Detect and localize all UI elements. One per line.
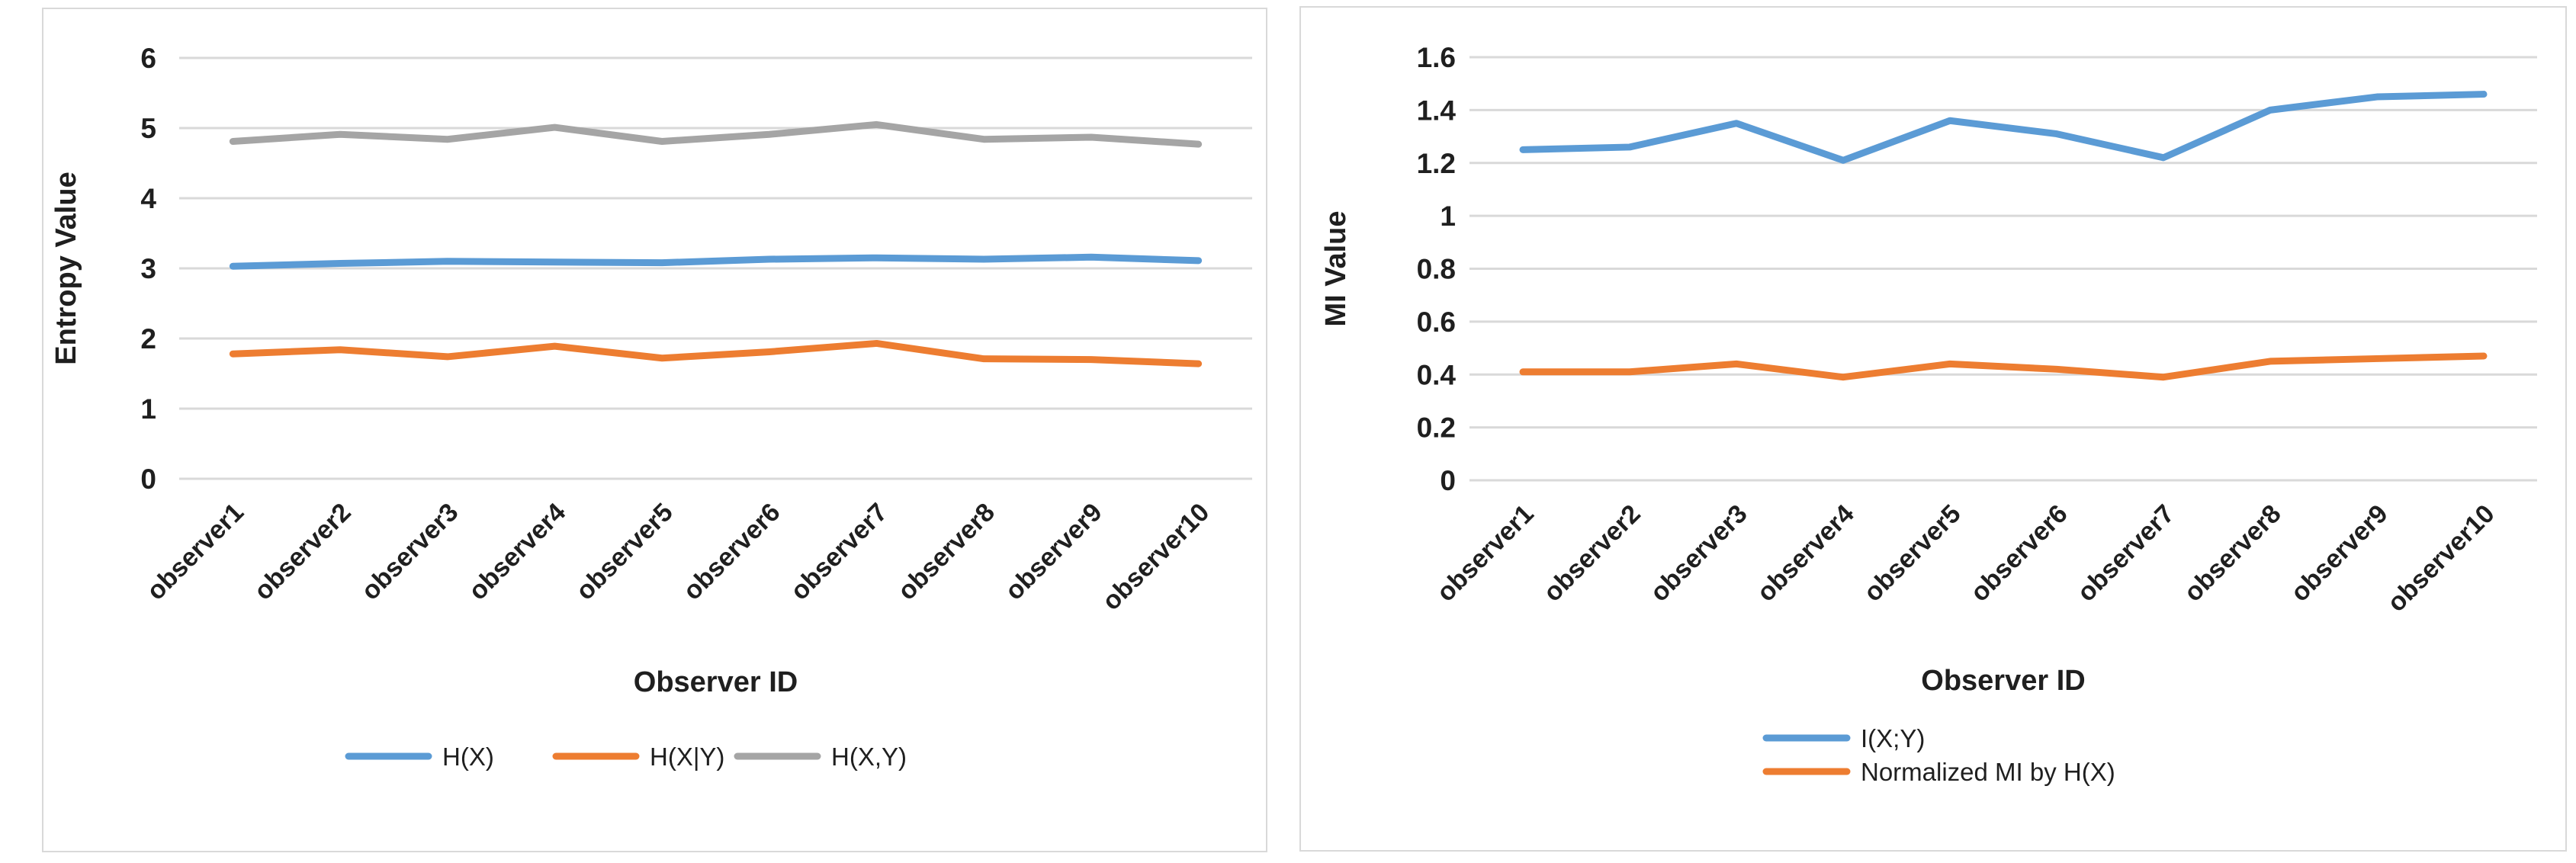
x-axis-title: Observer ID [1921,665,2085,697]
y-tick-label: 3 [140,253,156,284]
x-tick-label: observer5 [570,498,679,606]
y-tick-label: 1.6 [1417,42,1456,73]
entropy-chart-panel: 0 1 2 3 4 5 6 Entropy Value observer1 observer2 ob… [42,8,1267,852]
y-axis-title: MI Value [1320,210,1352,326]
x-tick-label: observer6 [678,498,786,606]
legend-label: I(X;Y) [1861,724,1925,752]
y-tick-label: 5 [140,113,156,144]
series-line-h-x- [229,253,1203,270]
x-tick-label: observer7 [2072,499,2180,608]
y-tick-label: 4 [140,183,156,214]
x-tick-label: observer8 [892,498,1001,606]
mi-chart-canvas: 0 0.2 0.4 0.6 0.8 1 1.2 1.4 1.6 MI Value observer1… [1320,42,2537,786]
y-tick-label: 2 [140,323,156,355]
mi-chart-panel: 0 0.2 0.4 0.6 0.8 1 1.2 1.4 1.6 MI Value observer1… [1299,6,2567,852]
x-tick-label: observer3 [1645,499,1753,608]
x-axis-title: Observer ID [634,666,798,698]
series-line-i-x-y- [1519,91,2488,164]
y-tick-label: 0.2 [1417,412,1456,444]
x-tick-label: observer1 [141,498,249,606]
y-tick-label: 1 [140,393,156,425]
legend-label: H(X|Y) [650,743,724,771]
x-tick-label: observer1 [1431,499,1540,608]
y-tick-label: 1.4 [1417,95,1457,126]
x-tick-label: observer10 [1097,498,1215,616]
y-axis-title: Entropy Value [50,172,82,364]
x-tick-label: observer7 [785,498,893,606]
x-tick-label: observer8 [2179,499,2287,608]
y-tick-label: 6 [140,43,156,74]
x-tick-label: observer2 [1538,499,1646,608]
series-line-h-x-y- [229,339,1203,367]
x-tick-label: observer4 [463,498,571,606]
x-tick-label: observer5 [1858,499,1967,608]
series-line-normalized-mi-by-h-x- [1519,352,2488,381]
y-tick-label: 1.2 [1417,148,1456,179]
x-tick-label: observer3 [356,498,464,606]
x-tick-label: observer10 [2382,499,2500,618]
legend-label: Normalized MI by H(X) [1861,758,2115,786]
series-line-h-x-y- [229,120,1203,148]
x-tick-label: observer9 [1000,498,1108,606]
y-tick-label: 1 [1440,201,1456,232]
legend-label: H(X) [442,743,494,771]
x-tick-label: observer4 [1752,499,1860,608]
x-tick-label: observer2 [249,498,357,606]
y-tick-label: 0.4 [1417,359,1457,390]
x-tick-label: observer6 [1965,499,2073,608]
y-tick-label: 0 [1440,465,1456,496]
y-tick-label: 0 [140,464,156,495]
legend-label: H(X,Y) [831,743,907,771]
y-tick-label: 0.8 [1417,254,1456,285]
x-tick-label: observer9 [2285,499,2394,608]
y-tick-label: 0.6 [1417,306,1456,338]
